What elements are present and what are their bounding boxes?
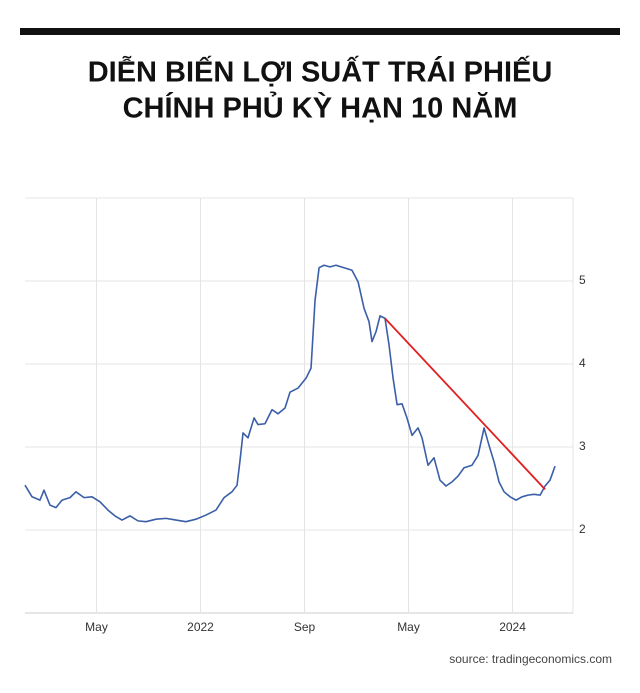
y-tick-label: 5 xyxy=(579,273,586,287)
y-tick-label: 2 xyxy=(579,522,586,536)
top-bar xyxy=(20,28,620,35)
chart-title: DIỄN BIẾN LỢI SUẤT TRÁI PHIẾU xyxy=(88,55,553,89)
x-tick-label: May xyxy=(85,620,108,634)
x-tick-label: Sep xyxy=(294,620,316,634)
y-tick-label: 4 xyxy=(579,356,586,370)
x-tick-label: 2022 xyxy=(187,620,214,634)
chart-title: CHÍNH PHỦ KỲ HẠN 10 NĂM xyxy=(123,91,518,125)
x-tick-label: May xyxy=(397,620,420,634)
x-tick-label: 2024 xyxy=(499,620,526,634)
trend-line xyxy=(384,317,546,490)
source: source: tradingeconomics.com xyxy=(449,652,612,666)
line-series xyxy=(24,264,556,523)
y-tick-label: 3 xyxy=(579,439,586,453)
